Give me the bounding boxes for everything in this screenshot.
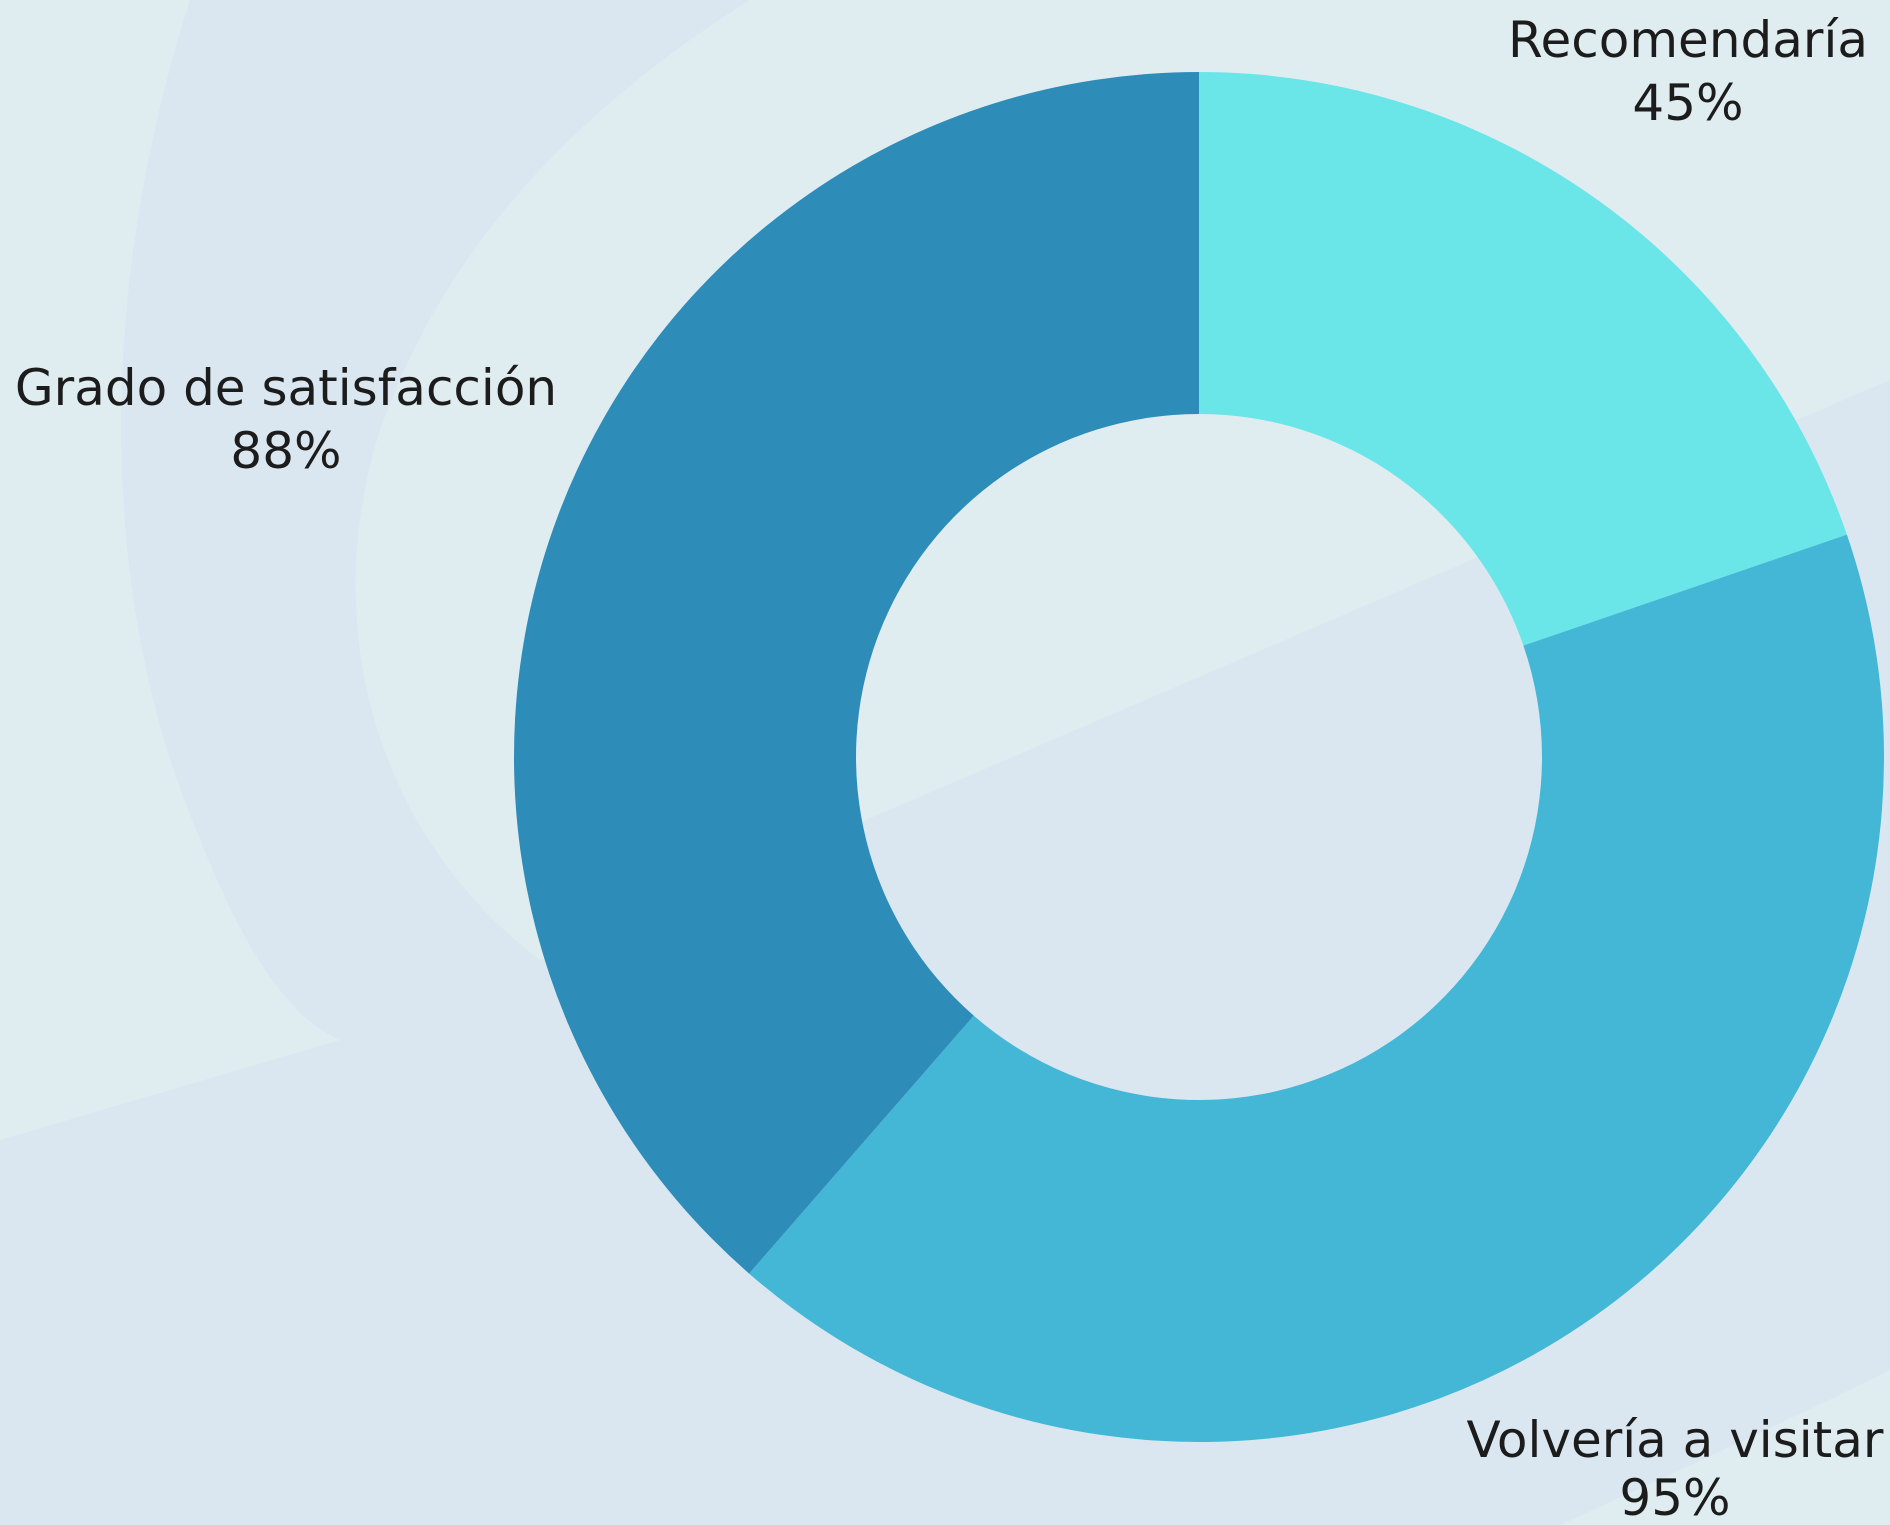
label-grado-de-satisfaccion-value: 88% (230, 422, 341, 480)
slices (514, 72, 1884, 1442)
label-grado-de-satisfaccion-name: Grado de satisfacción (15, 359, 557, 417)
background-swirl-corner (1560, 1370, 1890, 1525)
label-recomendaria-name: Recomendaría (1508, 11, 1868, 69)
slice-grado-de-satisfaccion (514, 72, 1199, 1274)
label-recomendaria-value: 45% (1632, 74, 1743, 132)
label-volveria-a-visitar-name: Volvería a visitar (1467, 1411, 1884, 1469)
slice-volveria-a-visitar (749, 534, 1884, 1442)
label-volveria-a-visitar-value: 95% (1619, 1469, 1730, 1525)
slice-recomendaria (1199, 72, 1847, 646)
background-swirl-outer (0, 0, 340, 1140)
data-labels: Recomendaría 45% Volvería a visitar 95% … (15, 11, 1884, 1525)
